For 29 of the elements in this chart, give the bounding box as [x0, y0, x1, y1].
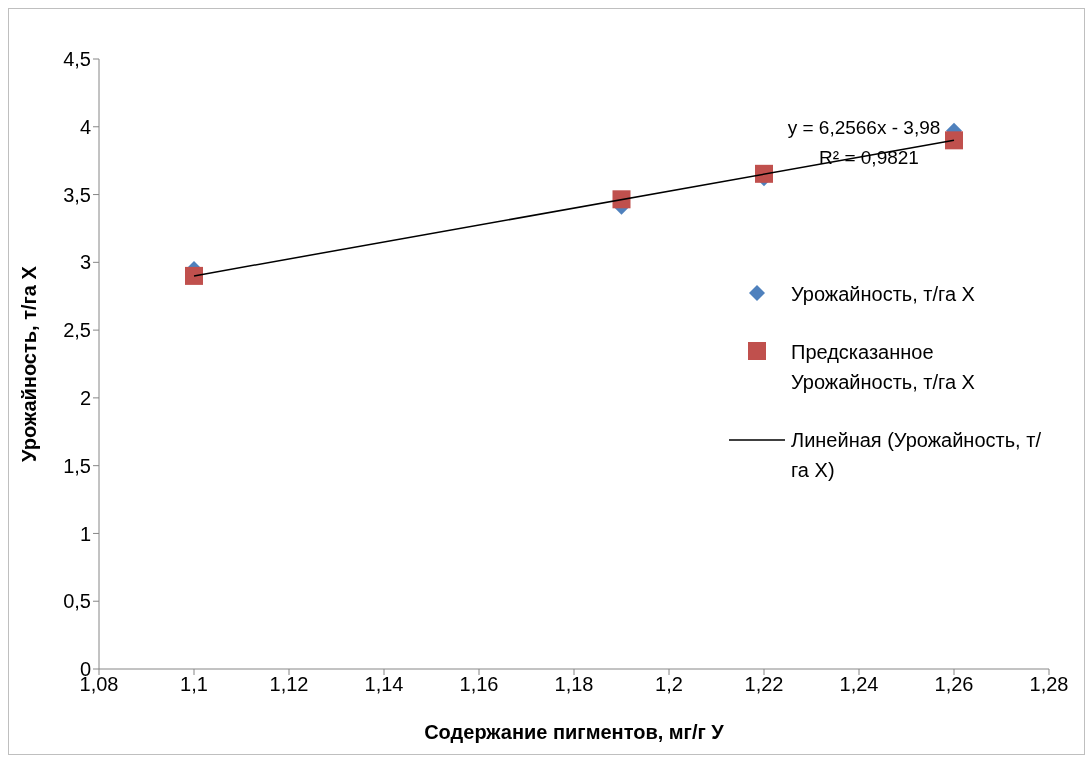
- legend-label: Предсказанное Урожайность, т/га Х: [791, 340, 976, 395]
- point: [185, 266, 203, 285]
- x-tick-label: 1,26: [934, 673, 974, 696]
- x-tick-label: 1,22: [744, 673, 784, 696]
- x-tick-label: 1,18: [554, 673, 594, 696]
- y-tick-label: 3: [79, 251, 91, 274]
- x-tick-label: 1,2: [655, 673, 683, 696]
- x-axis-title: Содержание пигментов, мг/г У: [424, 721, 725, 743]
- y-tick-label: 2,5: [63, 319, 91, 342]
- point: [755, 164, 773, 183]
- y-tick-label: 3,5: [63, 183, 91, 206]
- y-tick-label: 4: [79, 115, 91, 138]
- x-tick-label: 1,28: [1029, 673, 1069, 696]
- y-tick-label: 0,5: [63, 590, 91, 613]
- y-tick-label: 1: [79, 522, 91, 545]
- y-tick-label: 4,5: [63, 48, 91, 71]
- legend-label: Урожайность, т/га Х: [791, 282, 975, 307]
- y-tick-label: 1,5: [63, 454, 91, 477]
- legend-label: Линейная (Урожайность, т/га Х): [791, 428, 1042, 483]
- x-tick-label: 1,12: [269, 673, 309, 696]
- x-tick-label: 1,1: [180, 673, 208, 696]
- y-tick-label: 2: [79, 386, 91, 409]
- point: [945, 131, 963, 150]
- y-axis-title: Урожайность, т/га Х: [18, 265, 41, 462]
- x-tick-label: 1,24: [839, 673, 879, 696]
- point: [612, 190, 631, 209]
- x-tick-label: 1,14: [364, 673, 404, 696]
- x-tick-label: 1,16: [459, 673, 499, 696]
- annotation: y = 6,2566x - 3,98: [787, 117, 941, 139]
